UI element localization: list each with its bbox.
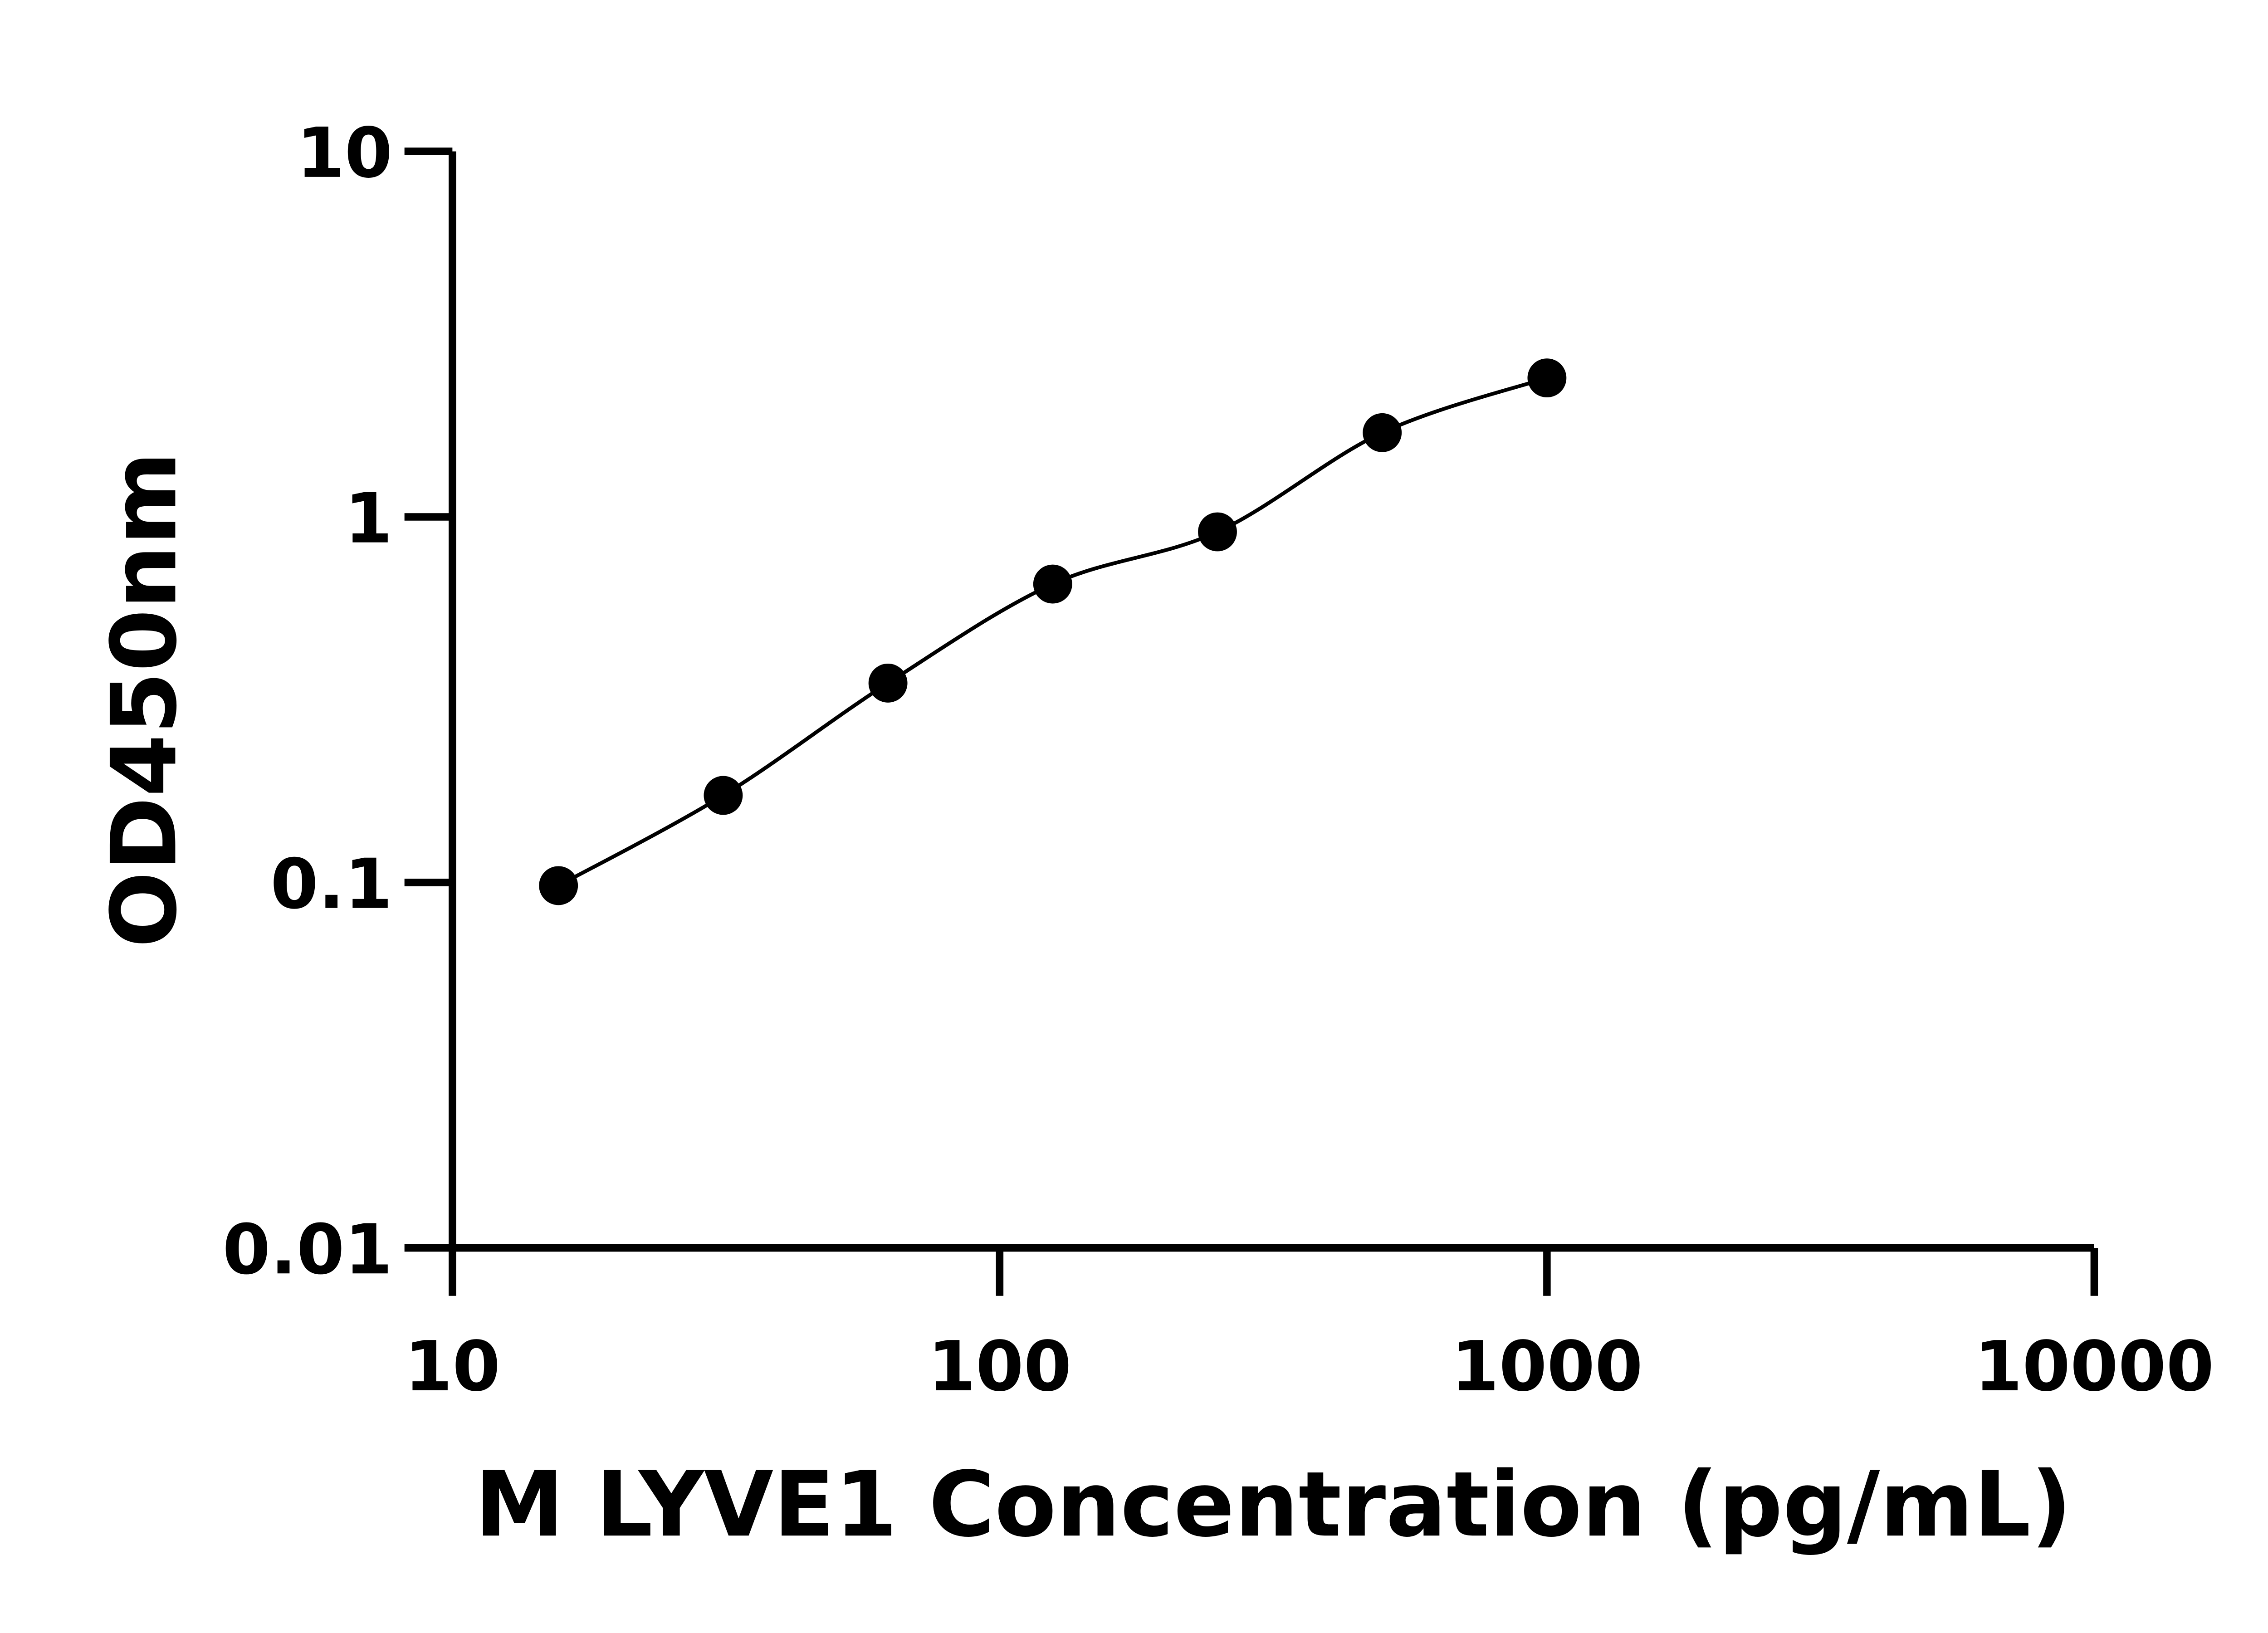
data-point bbox=[704, 776, 743, 815]
x-axis-label: M LYVE1 Concentration (pg/mL) bbox=[475, 1452, 2072, 1557]
data-point bbox=[1198, 512, 1237, 552]
y-tick-label: 0.1 bbox=[270, 844, 392, 924]
tick-labels: 10 100 1000 10000 0.01 0.1 1 10 bbox=[222, 113, 2214, 1407]
x-tick-label: 1000 bbox=[1451, 1326, 1643, 1407]
data-points bbox=[539, 358, 1567, 905]
data-point bbox=[1527, 358, 1567, 398]
axes bbox=[404, 147, 2098, 1296]
x-tick-label: 100 bbox=[928, 1326, 1071, 1407]
y-tick-label: 1 bbox=[345, 479, 393, 559]
y-tick-label: 10 bbox=[297, 113, 392, 193]
fit-curve bbox=[557, 376, 1548, 888]
data-point bbox=[1363, 413, 1402, 452]
x-tick-label: 10 bbox=[405, 1326, 500, 1407]
data-point bbox=[1033, 564, 1072, 604]
data-point bbox=[539, 866, 578, 905]
y-axis-label: OD450nm bbox=[92, 451, 196, 948]
y-tick-label: 0.01 bbox=[222, 1209, 392, 1290]
data-point bbox=[868, 663, 908, 703]
x-tick-label: 10000 bbox=[1975, 1326, 2214, 1407]
